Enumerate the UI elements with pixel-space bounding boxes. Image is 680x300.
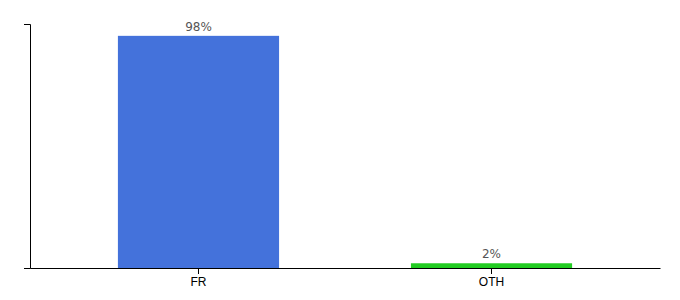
x-tick: FR <box>190 268 206 289</box>
plot: FR OTH 98% 2% <box>24 20 661 289</box>
data-label: 2% <box>482 247 501 261</box>
x-axis-line <box>31 268 661 269</box>
chart: FR OTH 98% 2% <box>0 0 680 300</box>
x-axis: FR OTH <box>31 268 661 289</box>
x-tick-mark <box>491 268 492 274</box>
bars <box>118 36 572 268</box>
x-tick-label: FR <box>190 275 206 289</box>
bar <box>118 36 279 268</box>
x-tick-label: OTH <box>479 275 504 289</box>
y-axis <box>24 25 31 269</box>
y-axis-line <box>24 25 31 269</box>
x-tick: OTH <box>479 268 504 289</box>
data-labels: 98% 2% <box>185 20 501 261</box>
data-label: 98% <box>185 20 212 34</box>
x-tick-mark <box>198 268 199 274</box>
bar <box>411 263 572 268</box>
